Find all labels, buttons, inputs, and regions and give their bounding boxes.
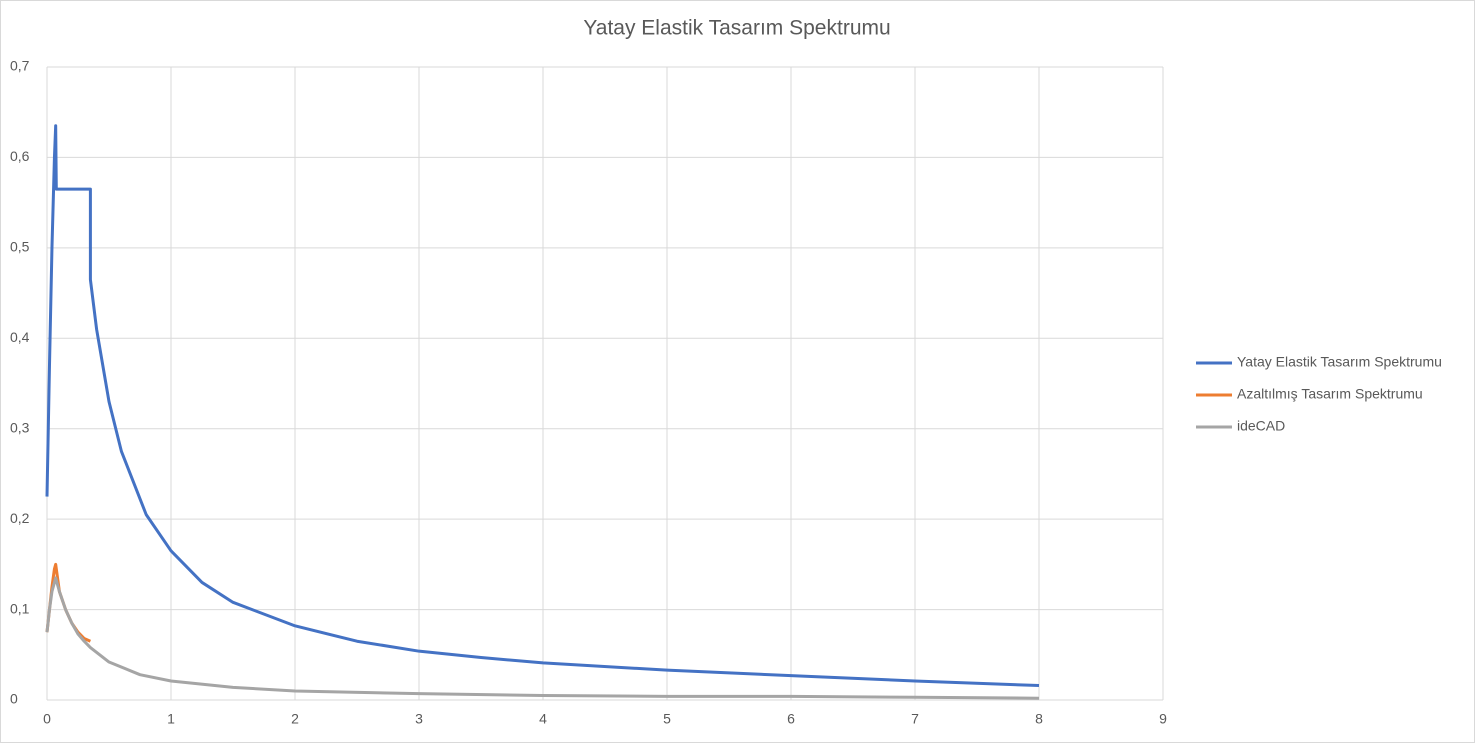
x-tick-label: 3 — [415, 711, 423, 727]
legend-label: Azaltılmış Tasarım Spektrumu — [1237, 386, 1423, 402]
line-series — [45, 576, 1040, 700]
x-tick-label: 1 — [167, 711, 175, 727]
x-tick-label: 0 — [43, 711, 51, 727]
x-tick-label: 2 — [291, 711, 299, 727]
x-tick-label: 8 — [1035, 711, 1043, 727]
y-tick-label: 0,2 — [10, 510, 30, 526]
y-tick-label: 0,6 — [10, 148, 30, 164]
y-tick-label: 0,3 — [10, 419, 30, 435]
x-tick-label: 7 — [911, 711, 919, 727]
y-tick-label: 0,7 — [10, 58, 30, 74]
line-series — [45, 124, 1040, 688]
legend-label: Yatay Elastik Tasarım Spektrumu — [1237, 354, 1442, 370]
y-tick-label: 0,1 — [10, 600, 30, 616]
chart-title: Yatay Elastik Tasarım Spektrumu — [583, 17, 890, 40]
x-tick-label: 5 — [663, 711, 671, 727]
legend-label: ideCAD — [1237, 418, 1285, 434]
y-tick-label: 0,4 — [10, 329, 30, 345]
x-tick-label: 6 — [787, 711, 795, 727]
y-tick-label: 0,5 — [10, 239, 30, 255]
x-tick-label: 9 — [1159, 711, 1167, 727]
x-tick-label: 4 — [539, 711, 547, 727]
y-tick-label: 0 — [10, 691, 18, 707]
